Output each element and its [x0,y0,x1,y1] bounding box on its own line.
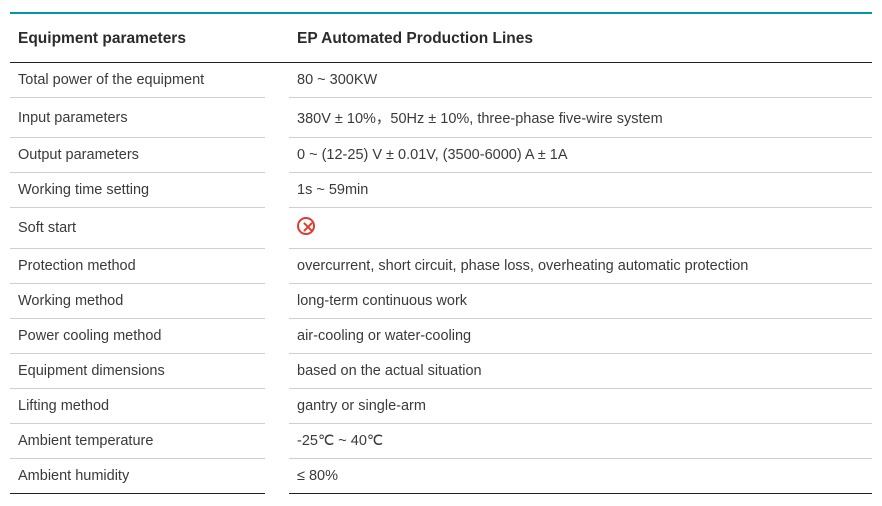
table-row: Power cooling method air-cooling or wate… [10,319,872,354]
spec-table: Equipment parameters EP Automated Produc… [10,12,872,494]
value-cell: -25℃ ~ 40℃ [289,424,872,459]
table-row: Soft start [10,208,872,249]
param-cell: Ambient humidity [10,459,265,494]
value-cell: 380V ± 10%，50Hz ± 10%, three-phase five-… [289,98,872,138]
value-cell: 1s ~ 59min [289,173,872,208]
param-cell: Soft start [10,208,265,249]
gap-cell [265,389,289,424]
gap-cell [265,98,289,138]
value-cell: 80 ~ 300KW [289,63,872,98]
value-cell: overcurrent, short circuit, phase loss, … [289,249,872,284]
table-row: Lifting method gantry or single-arm [10,389,872,424]
gap-cell [265,63,289,98]
value-cell: gantry or single-arm [289,389,872,424]
value-cell: based on the actual situation [289,354,872,389]
gap-cell [265,208,289,249]
table-row: Ambient temperature -25℃ ~ 40℃ [10,424,872,459]
gap-cell [265,459,289,494]
param-cell: Input parameters [10,98,265,138]
gap-cell [265,284,289,319]
gap-cell [265,319,289,354]
table-header-row: Equipment parameters EP Automated Produc… [10,13,872,63]
value-cell: air-cooling or water-cooling [289,319,872,354]
param-cell: Output parameters [10,138,265,173]
column-header-param: Equipment parameters [10,13,265,63]
value-cell: 0 ~ (12-25) V ± 0.01V, (3500-6000) A ± 1… [289,138,872,173]
gap-cell [265,138,289,173]
table-row: Ambient humidity ≤ 80% [10,459,872,494]
table-row: Output parameters 0 ~ (12-25) V ± 0.01V,… [10,138,872,173]
gap-cell [265,249,289,284]
gap-cell [265,354,289,389]
param-cell: Working method [10,284,265,319]
value-cell: long-term continuous work [289,284,872,319]
column-gap [265,13,289,63]
table-row: Protection method overcurrent, short cir… [10,249,872,284]
table-row: Working method long-term continuous work [10,284,872,319]
value-cell [289,208,872,249]
table-row: Working time setting 1s ~ 59min [10,173,872,208]
gap-cell [265,173,289,208]
value-cell: ≤ 80% [289,459,872,494]
param-cell: Lifting method [10,389,265,424]
table-row: Equipment dimensions based on the actual… [10,354,872,389]
param-cell: Total power of the equipment [10,63,265,98]
table-row: Input parameters 380V ± 10%，50Hz ± 10%, … [10,98,872,138]
param-cell: Ambient temperature [10,424,265,459]
column-header-value: EP Automated Production Lines [289,13,872,63]
x-circle-icon [297,217,315,235]
param-cell: Power cooling method [10,319,265,354]
param-cell: Protection method [10,249,265,284]
param-cell: Working time setting [10,173,265,208]
table-row: Total power of the equipment 80 ~ 300KW [10,63,872,98]
param-cell: Equipment dimensions [10,354,265,389]
gap-cell [265,424,289,459]
